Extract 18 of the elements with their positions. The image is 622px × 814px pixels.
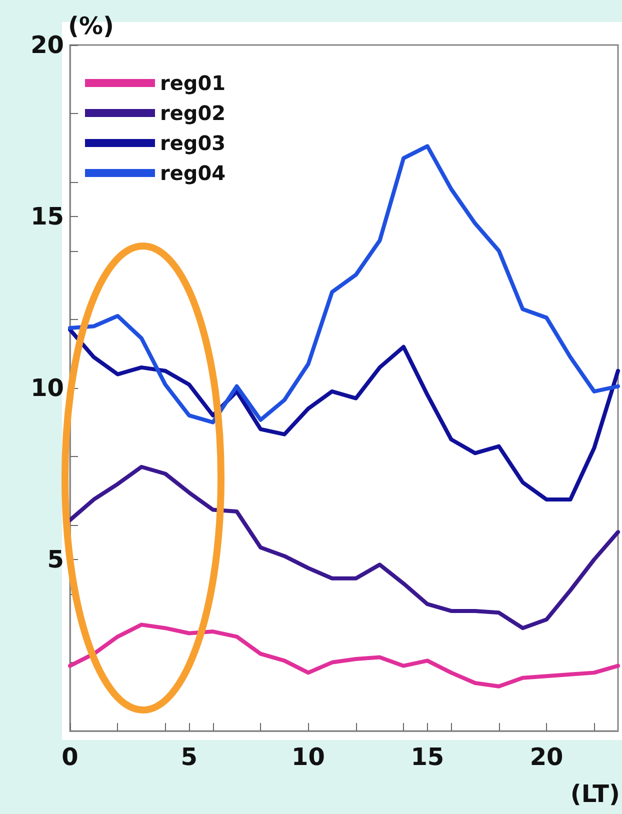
x-tick-label: 20 [530,743,564,771]
y-axis-title: (%) [68,12,114,40]
x-tick-label: 5 [180,743,198,771]
line-series [68,622,620,688]
y-tick-label: 10 [30,374,64,402]
x-tick-label: 10 [292,743,325,771]
y-tick-label: 20 [30,31,64,59]
legend-label: reg02 [160,101,226,125]
line-series [68,328,620,502]
legend-label: reg04 [160,161,226,185]
x-tick-label: 15 [410,743,444,771]
line-series [68,464,620,630]
legend-label: reg03 [160,131,226,155]
legend-label: reg01 [160,71,226,95]
y-tick-label: 5 [47,546,64,574]
x-tick-label: 0 [62,743,78,771]
y-tick-label: 15 [30,202,64,230]
x-axis-title: (LT) [570,780,620,808]
